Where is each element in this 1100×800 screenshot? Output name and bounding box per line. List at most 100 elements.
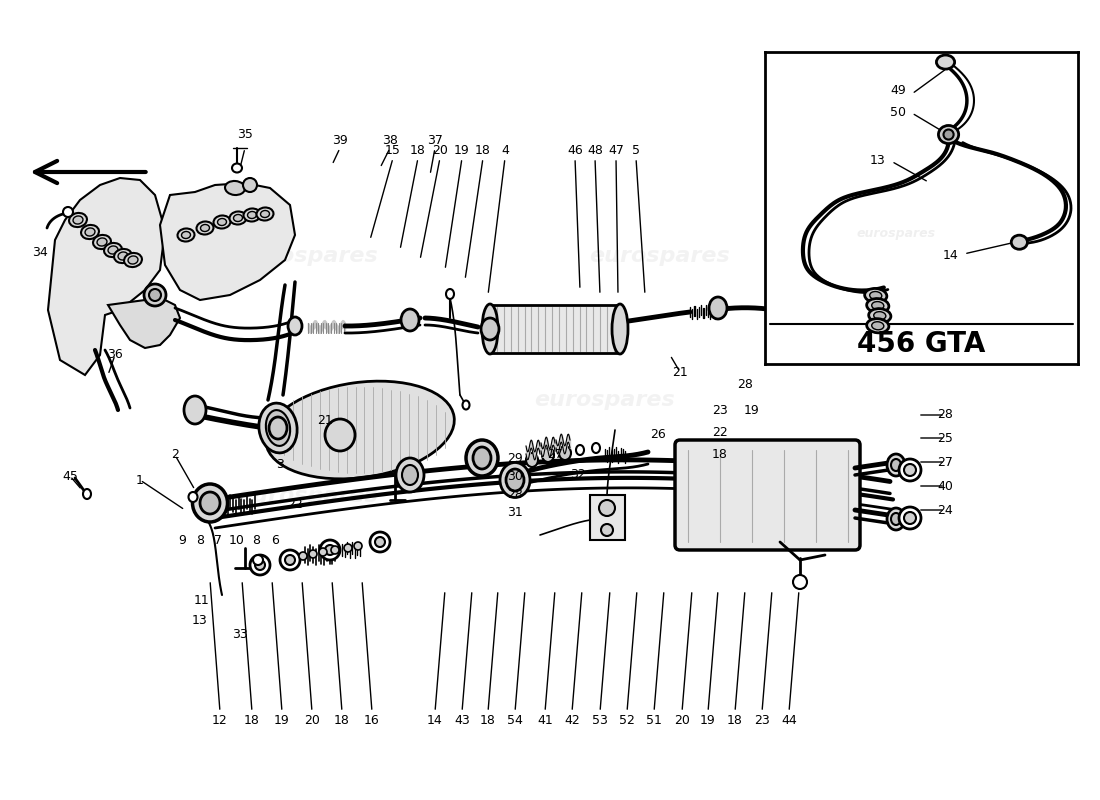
Ellipse shape xyxy=(870,291,882,300)
Text: 8: 8 xyxy=(196,534,204,546)
Ellipse shape xyxy=(200,225,209,231)
Text: 44: 44 xyxy=(781,714,796,726)
Ellipse shape xyxy=(85,228,95,236)
Ellipse shape xyxy=(891,459,901,471)
Text: eurospares: eurospares xyxy=(238,486,378,506)
Text: 23: 23 xyxy=(755,714,770,726)
Ellipse shape xyxy=(118,252,128,260)
Ellipse shape xyxy=(375,537,385,547)
Text: 18: 18 xyxy=(410,143,426,157)
Text: 39: 39 xyxy=(332,134,348,146)
Ellipse shape xyxy=(288,317,302,335)
Ellipse shape xyxy=(182,231,190,238)
Ellipse shape xyxy=(600,500,615,516)
Ellipse shape xyxy=(82,489,91,499)
Ellipse shape xyxy=(73,216,82,224)
Text: eurospares: eurospares xyxy=(590,246,730,266)
Polygon shape xyxy=(160,183,295,300)
Ellipse shape xyxy=(867,298,889,313)
Text: 35: 35 xyxy=(238,129,253,142)
Text: 21: 21 xyxy=(317,414,333,426)
Text: 19: 19 xyxy=(454,143,470,157)
Text: 54: 54 xyxy=(507,714,522,726)
Ellipse shape xyxy=(601,524,613,536)
Text: 33: 33 xyxy=(232,629,248,642)
Ellipse shape xyxy=(233,214,242,222)
Text: 9: 9 xyxy=(178,534,186,546)
Ellipse shape xyxy=(226,181,245,195)
Text: 40: 40 xyxy=(937,479,953,493)
Ellipse shape xyxy=(500,462,530,498)
Ellipse shape xyxy=(938,126,959,143)
Ellipse shape xyxy=(466,440,498,476)
Ellipse shape xyxy=(200,492,220,514)
Text: 26: 26 xyxy=(650,429,666,442)
Ellipse shape xyxy=(324,545,336,555)
Ellipse shape xyxy=(243,178,257,192)
Ellipse shape xyxy=(177,229,195,242)
Ellipse shape xyxy=(108,246,118,254)
Ellipse shape xyxy=(526,453,538,467)
Ellipse shape xyxy=(936,55,955,69)
Ellipse shape xyxy=(255,560,265,570)
Ellipse shape xyxy=(192,484,228,522)
Ellipse shape xyxy=(232,163,242,173)
Text: 27: 27 xyxy=(547,449,563,462)
Text: 14: 14 xyxy=(427,714,443,726)
Ellipse shape xyxy=(1011,235,1027,250)
Ellipse shape xyxy=(299,552,307,560)
Ellipse shape xyxy=(144,284,166,306)
Text: 3: 3 xyxy=(276,458,284,471)
Text: 36: 36 xyxy=(107,349,123,362)
Ellipse shape xyxy=(344,544,352,552)
Ellipse shape xyxy=(63,207,73,217)
Ellipse shape xyxy=(218,218,227,226)
Text: 15: 15 xyxy=(385,143,400,157)
Ellipse shape xyxy=(542,448,554,462)
Ellipse shape xyxy=(865,289,887,302)
Text: 21: 21 xyxy=(672,366,688,378)
FancyBboxPatch shape xyxy=(675,440,860,550)
Text: 22: 22 xyxy=(712,426,728,438)
Ellipse shape xyxy=(904,512,916,524)
Ellipse shape xyxy=(592,443,600,453)
Text: 24: 24 xyxy=(937,503,953,517)
Text: 19: 19 xyxy=(274,714,290,726)
Text: 12: 12 xyxy=(212,714,228,726)
Ellipse shape xyxy=(81,225,99,239)
Text: 25: 25 xyxy=(937,431,953,445)
Ellipse shape xyxy=(324,419,355,451)
Text: 14: 14 xyxy=(943,249,959,262)
Text: 8: 8 xyxy=(252,534,260,546)
Ellipse shape xyxy=(256,207,274,221)
Ellipse shape xyxy=(944,130,954,139)
Text: 46: 46 xyxy=(568,143,583,157)
Ellipse shape xyxy=(402,465,418,485)
Ellipse shape xyxy=(462,401,470,410)
Text: 16: 16 xyxy=(364,714,380,726)
Text: 18: 18 xyxy=(712,449,728,462)
Ellipse shape xyxy=(396,458,424,492)
Text: 18: 18 xyxy=(480,714,496,726)
Text: 30: 30 xyxy=(507,470,522,482)
Ellipse shape xyxy=(887,454,905,476)
Ellipse shape xyxy=(506,469,524,491)
Text: 37: 37 xyxy=(427,134,443,146)
Ellipse shape xyxy=(481,318,499,340)
Ellipse shape xyxy=(320,540,340,560)
Text: 6: 6 xyxy=(271,534,279,546)
Text: 4: 4 xyxy=(502,143,509,157)
Ellipse shape xyxy=(559,446,571,460)
Ellipse shape xyxy=(891,513,901,525)
Text: 43: 43 xyxy=(454,714,470,726)
Ellipse shape xyxy=(280,550,300,570)
Ellipse shape xyxy=(128,256,138,264)
Ellipse shape xyxy=(370,532,390,552)
Ellipse shape xyxy=(285,555,295,565)
Ellipse shape xyxy=(710,297,727,319)
Ellipse shape xyxy=(446,289,454,299)
Text: 20: 20 xyxy=(304,714,320,726)
Text: 53: 53 xyxy=(592,714,608,726)
Text: 20: 20 xyxy=(432,143,448,157)
Text: 13: 13 xyxy=(870,154,886,167)
